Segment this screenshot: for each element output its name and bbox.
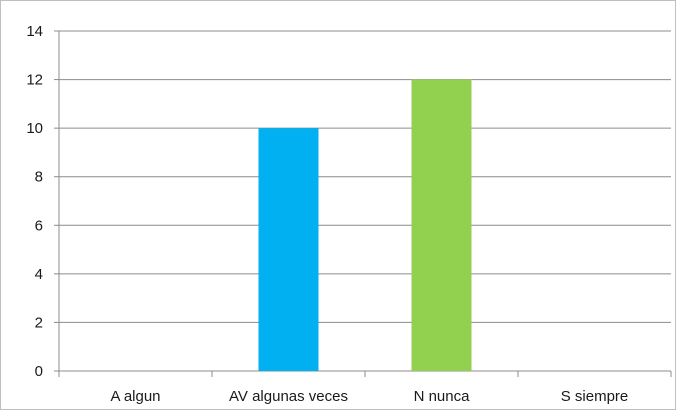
x-category-label: S siempre (561, 388, 629, 405)
y-tick-label: 2 (35, 314, 43, 331)
y-tick-label: 4 (35, 266, 43, 283)
y-axis-tick-labels: 0 2 4 6 8 10 12 14 (26, 23, 43, 380)
x-category-label: N nunca (414, 388, 471, 405)
y-tick-label: 6 (35, 217, 43, 234)
y-tick-label: 8 (35, 169, 43, 186)
y-tick-label: 14 (26, 23, 43, 40)
bar-n-nunca (411, 79, 472, 372)
x-axis-category-labels: A algun AV algunas veces N nunca S siempre (110, 388, 628, 405)
x-category-label: A algun (110, 388, 160, 405)
gridlines (59, 30, 671, 323)
bars (258, 79, 472, 372)
x-category-label: AV algunas veces (229, 388, 348, 405)
y-tick-label: 0 (35, 363, 43, 380)
bar-av-algunas-veces (258, 128, 319, 371)
y-tick-label: 10 (26, 120, 43, 137)
y-tick-label: 12 (26, 72, 43, 89)
axes (54, 30, 672, 377)
